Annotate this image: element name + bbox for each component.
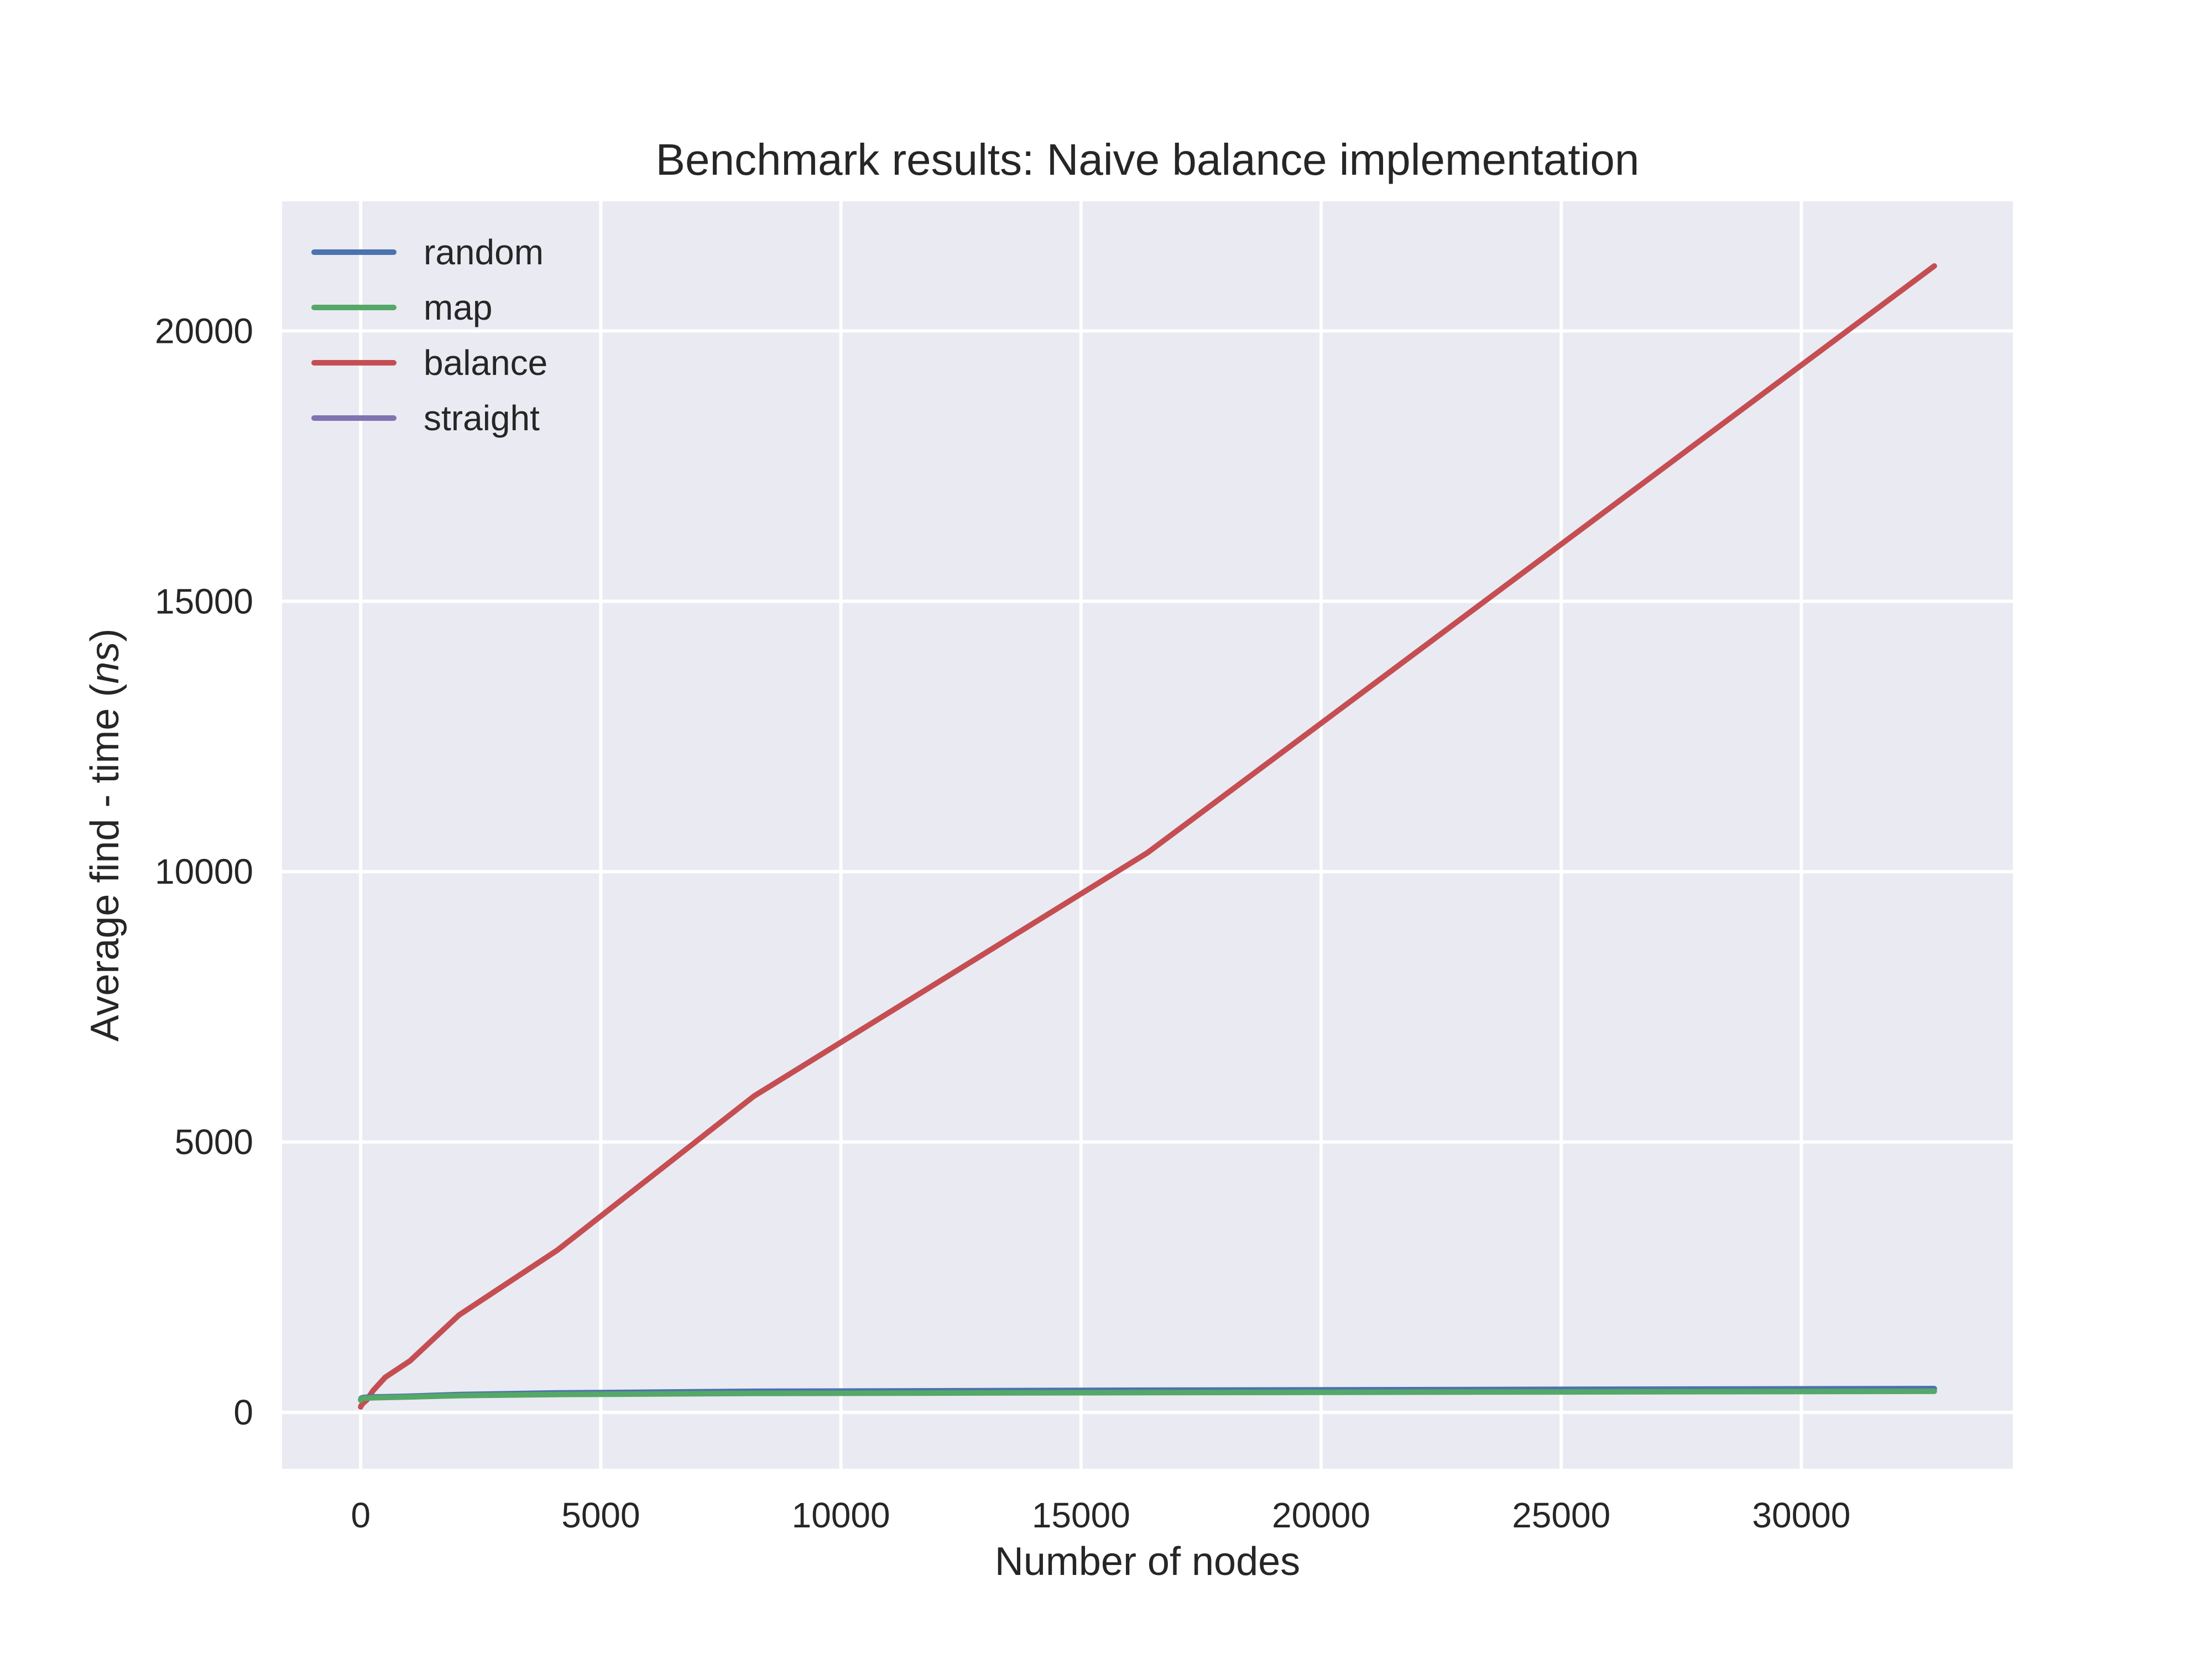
series-line-map	[358, 1388, 1937, 1403]
x-tick-label: 10000	[792, 1495, 890, 1535]
x-tick-label: 25000	[1512, 1495, 1610, 1535]
y-grid	[282, 329, 2013, 1415]
legend: random map balance straight	[311, 232, 547, 438]
chart-title: Benchmark results: Naive balance impleme…	[656, 135, 1640, 184]
y-axis-label-suffix: )	[83, 629, 127, 642]
legend-label-random: random	[424, 232, 544, 272]
y-tick-labels: 0 5000 10000 15000 20000	[155, 311, 253, 1432]
legend-label-straight: straight	[424, 398, 540, 438]
y-axis-label-prefix: Average find - time (	[83, 684, 127, 1042]
x-tick-labels: 0 5000 10000 15000 20000 25000 30000	[351, 1495, 1850, 1535]
y-axis-label: Average find - time (ns)	[83, 629, 127, 1042]
series-group	[358, 263, 1937, 1410]
legend-label-map: map	[424, 288, 493, 327]
x-tick-label: 5000	[561, 1495, 640, 1535]
x-axis-label: Number of nodes	[995, 1540, 1300, 1584]
y-tick-label: 0	[233, 1392, 253, 1432]
legend-label-balance: balance	[424, 343, 547, 383]
y-tick-label: 10000	[155, 852, 253, 891]
plot-area	[282, 201, 2013, 1469]
x-tick-label: 20000	[1272, 1495, 1370, 1535]
x-tick-label: 30000	[1752, 1495, 1850, 1535]
x-grid	[359, 201, 1803, 1469]
y-axis-label-unit: ns	[83, 641, 127, 684]
x-tick-label: 0	[351, 1495, 371, 1535]
x-tick-label: 15000	[1032, 1495, 1130, 1535]
y-tick-label: 5000	[175, 1122, 253, 1162]
y-tick-label: 15000	[155, 581, 253, 621]
y-tick-label: 20000	[155, 311, 253, 351]
